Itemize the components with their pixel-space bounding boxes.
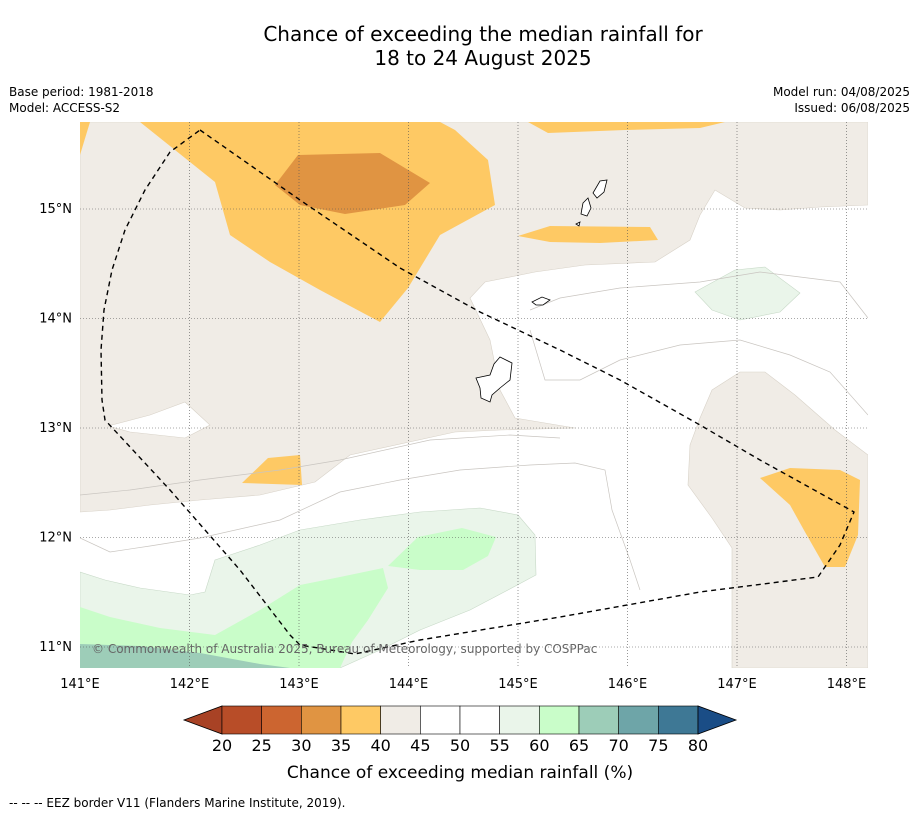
meta-right: Model run: 04/08/2025 Issued: 06/08/2025 bbox=[773, 84, 910, 116]
eez-border bbox=[100, 129, 855, 655]
colorbar-tick-label: 40 bbox=[370, 736, 390, 755]
island-aguijan bbox=[575, 221, 581, 227]
contour-35-40-mid bbox=[518, 226, 658, 243]
lat-tick: 12°N bbox=[39, 531, 72, 546]
lon-tick: 145°E bbox=[498, 677, 538, 692]
colorbar-tick-label: 65 bbox=[569, 736, 589, 755]
colorbar-segment bbox=[340, 705, 381, 735]
lon-tick: 141°E bbox=[60, 677, 100, 692]
colorbar-tick-label: 55 bbox=[489, 736, 509, 755]
contour-35-40-east bbox=[760, 468, 860, 567]
lat-tick: 11°N bbox=[39, 640, 72, 655]
map-plot: © Commonwealth of Australia 2025, Bureau… bbox=[80, 122, 868, 668]
lon-tick: 148°E bbox=[827, 677, 867, 692]
island-guam bbox=[475, 356, 513, 403]
lon-tick: 146°E bbox=[608, 677, 648, 692]
colorbar-tick-label: 25 bbox=[251, 736, 271, 755]
colorbar-label: Chance of exceeding median rainfall (%) bbox=[287, 763, 633, 783]
copyright-text: © Commonwealth of Australia 2025, Bureau… bbox=[92, 642, 597, 656]
eez-legend: -- -- -- EEZ border V11 (Flanders Marine… bbox=[9, 796, 346, 810]
lon-tick: 147°E bbox=[717, 677, 757, 692]
lat-tick: 13°N bbox=[39, 421, 72, 436]
colorbar-tick-label: 35 bbox=[331, 736, 351, 755]
contour-lines bbox=[80, 271, 868, 591]
colorbar-segment bbox=[578, 705, 619, 735]
title-line-1: Chance of exceeding the median rainfall … bbox=[263, 22, 703, 46]
lon-tick: 144°E bbox=[389, 677, 429, 692]
colorbar-tick-label: 20 bbox=[212, 736, 232, 755]
lon-tick-labels: 141°E 142°E 143°E 144°E 145°E 146°E 147°… bbox=[60, 677, 866, 692]
colorbar-tick-label: 70 bbox=[608, 736, 628, 755]
colorbar-tick-label: 45 bbox=[410, 736, 430, 755]
meta-left: Base period: 1981-2018 Model: ACCESS-S2 bbox=[9, 84, 154, 116]
lat-tick: 15°N bbox=[39, 202, 72, 217]
island-rota bbox=[531, 296, 551, 306]
contour-35-40-small bbox=[242, 455, 302, 485]
contour-60-65-a bbox=[80, 568, 388, 668]
gridlines bbox=[80, 122, 868, 668]
colorbar-segment bbox=[221, 705, 262, 735]
contour-60-65-b bbox=[388, 528, 496, 570]
islands bbox=[475, 179, 608, 403]
colorbar-tick-label: 30 bbox=[291, 736, 311, 755]
map-title: Chance of exceeding the median rainfall … bbox=[0, 22, 919, 70]
contour-30-35 bbox=[275, 153, 430, 214]
island-tinian bbox=[580, 197, 592, 217]
contour-40-45-pocket bbox=[106, 401, 211, 439]
colorbar: 20 25 30 35 40 45 50 55 60 65 70 75 80 bbox=[182, 705, 738, 755]
colorbar-extend-low bbox=[182, 705, 223, 735]
contour-35-40-ne bbox=[528, 122, 725, 133]
colorbar-tick-label: 60 bbox=[529, 736, 549, 755]
colorbar-segment bbox=[618, 705, 659, 735]
contour-65-70 bbox=[80, 644, 290, 668]
colorbar-segment bbox=[380, 705, 421, 735]
colorbar-segment bbox=[459, 705, 500, 735]
colorbar-segment bbox=[420, 705, 461, 735]
colorbar-tick-label: 80 bbox=[688, 736, 708, 755]
colorbar-tick-label: 75 bbox=[648, 736, 668, 755]
base-period: Base period: 1981-2018 bbox=[9, 85, 154, 99]
lat-tick: 14°N bbox=[39, 312, 72, 327]
contour-35-40-nw-edge bbox=[80, 122, 90, 155]
lon-tick: 143°E bbox=[279, 677, 319, 692]
title-line-2: 18 to 24 August 2025 bbox=[374, 46, 592, 70]
colorbar-segment bbox=[261, 705, 302, 735]
contour-40-45-east bbox=[687, 371, 868, 668]
colorbar-tick-label: 50 bbox=[450, 736, 470, 755]
lat-tick-labels: 15°N 14°N 13°N 12°N 11°N bbox=[39, 202, 72, 655]
colorbar-extend-high bbox=[697, 705, 738, 735]
colorbar-segment bbox=[499, 705, 540, 735]
lon-tick: 142°E bbox=[170, 677, 210, 692]
contour-55-60-ne bbox=[694, 266, 801, 321]
colorbar-segment bbox=[658, 705, 699, 735]
model-name: Model: ACCESS-S2 bbox=[9, 101, 121, 115]
island-saipan bbox=[592, 179, 608, 199]
issued-date: Issued: 06/08/2025 bbox=[794, 101, 910, 115]
colorbar-segment bbox=[301, 705, 342, 735]
model-run: Model run: 04/08/2025 bbox=[772, 85, 910, 99]
colorbar-segment bbox=[539, 705, 580, 735]
